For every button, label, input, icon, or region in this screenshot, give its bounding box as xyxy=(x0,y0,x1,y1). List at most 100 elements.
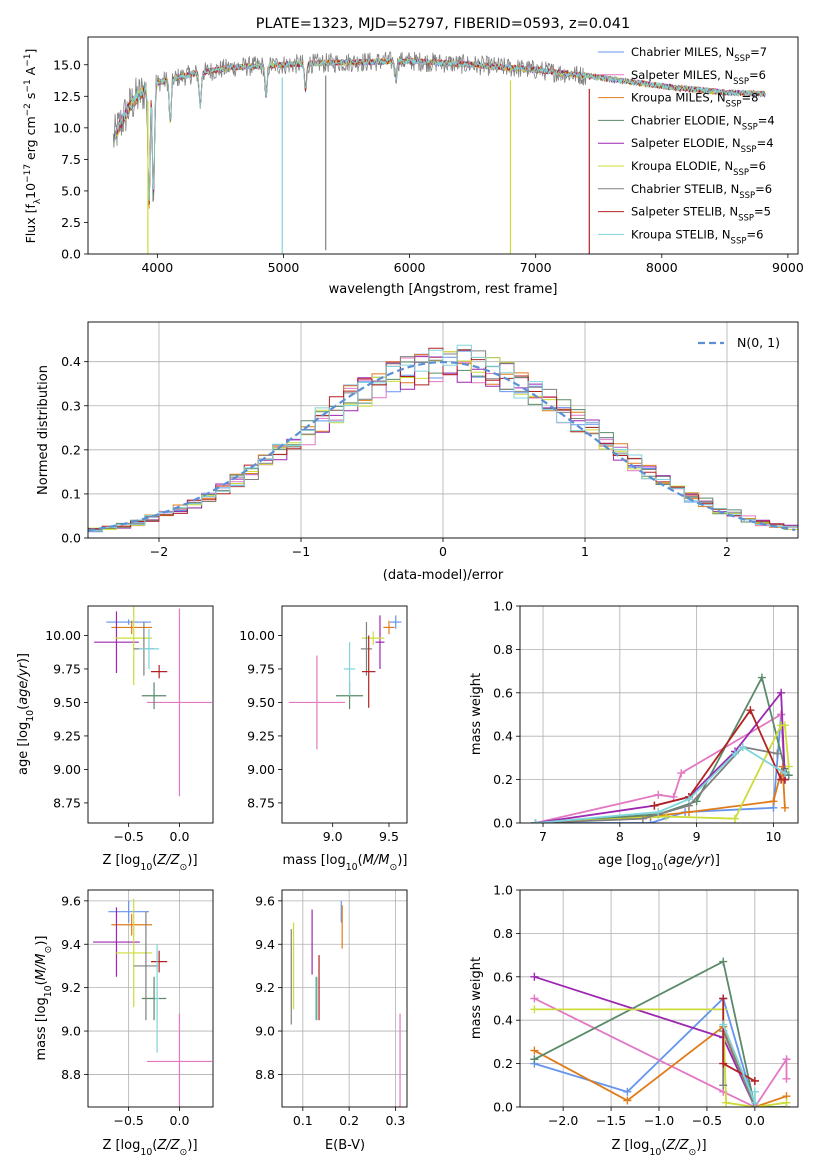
y-tick-label: 5.0 xyxy=(61,183,81,198)
x-tick-label: 8 xyxy=(616,829,624,844)
x-axis-label: Z [log10(Z/Z⊙)] xyxy=(611,1138,706,1158)
x-tick-label: 0.3 xyxy=(385,1113,405,1128)
weight-line-1 xyxy=(535,712,786,823)
weight-marker xyxy=(719,1020,728,1029)
x-tick-label: 0.2 xyxy=(339,1113,359,1128)
y-tick-label: 0.2 xyxy=(493,1056,513,1071)
weight-marker xyxy=(746,706,755,715)
weight-marker xyxy=(530,994,539,1003)
plot-area-6 xyxy=(282,890,407,1107)
errorbar-point-1 xyxy=(146,608,212,797)
weight-marker xyxy=(677,769,686,778)
weight-marker xyxy=(654,790,663,799)
x-tick-label: 9.0 xyxy=(323,829,343,844)
legend-label: Kroupa STELIB, NSSP=6 xyxy=(631,227,763,246)
chart-0: 4000 5000 6000 7000 8000 9000 0.0 2.5 5.0 7.5 10.0… xyxy=(53,36,804,275)
x-tick-label: 10 xyxy=(765,829,781,844)
weight-line-3 xyxy=(533,960,787,1107)
y-tick-label: 15.0 xyxy=(53,57,81,72)
axes-frame xyxy=(281,889,408,1108)
errorbar-point-6 xyxy=(133,911,159,1021)
axes-frame xyxy=(281,605,408,824)
weight-marker xyxy=(782,1055,791,1064)
weight-marker xyxy=(530,1046,539,1055)
weight-line-4 xyxy=(535,690,786,823)
legend-label: Salpeter ELODIE, NSSP=4 xyxy=(631,136,774,155)
weight-marker xyxy=(638,814,647,823)
x-axis-label: Z [log10(Z/Z⊙)] xyxy=(102,853,197,873)
y-axis-label: age [log10(age/yr)] xyxy=(16,653,36,775)
weight-marker xyxy=(654,808,663,817)
errorbar-point-0 xyxy=(108,900,149,923)
y-tick-label: 2.5 xyxy=(61,215,81,230)
errorbar-point-7 xyxy=(361,635,376,708)
weight-line-1 xyxy=(534,997,788,1107)
x-tick-label: −1.0 xyxy=(644,1113,674,1128)
chart-6: 0.1 0.2 0.3 8.8 9.0 9.2 9.4 9.6 xyxy=(255,889,408,1128)
weight-marker xyxy=(750,1098,759,1107)
y-tick-label: 0.6 xyxy=(493,969,513,984)
weight-marker xyxy=(719,1059,728,1068)
axes-frame xyxy=(87,36,799,255)
errorbar-point-4 xyxy=(94,611,139,673)
plot-area-0 xyxy=(112,51,766,254)
y-axis-label: mass [log10(M/M⊙)] xyxy=(34,936,54,1061)
x-tick-label: 9.5 xyxy=(379,829,399,844)
errorbar-point-5 xyxy=(115,606,153,686)
chart-1: −2 −1 0 1 2 0.0 0.1 0.2 0.3 0.4 xyxy=(61,321,799,559)
errorbar-point-7 xyxy=(151,950,168,973)
legend-label-normal: N(0, 1) xyxy=(737,335,780,350)
x-tick-label: 2 xyxy=(723,544,731,559)
x-tick-label: 0.1 xyxy=(293,1113,313,1128)
y-tick-label: 8.8 xyxy=(255,1067,275,1082)
weight-line-3 xyxy=(535,675,790,823)
weight-marker xyxy=(530,972,539,981)
chart-4: 7 8 9 10 0.0 0.2 0.4 0.6 0.8 1.0 xyxy=(493,599,799,844)
y-tick-label: 8.75 xyxy=(53,795,81,810)
normal-curve xyxy=(88,360,796,532)
weight-marker xyxy=(782,1074,791,1083)
weight-marker xyxy=(530,1005,539,1014)
chart-title: PLATE=1323, MJD=52797, FIBERID=0593, z=0… xyxy=(256,16,630,32)
x-axis-label: age [log10(age/yr)] xyxy=(598,853,720,873)
errorbar-point-1 xyxy=(146,1013,212,1107)
errorbar-point-8 xyxy=(138,628,160,669)
y-tick-label: 9.2 xyxy=(61,980,81,995)
weight-marker xyxy=(623,1087,632,1096)
plot-area-3 xyxy=(288,615,402,750)
axes-frame xyxy=(519,889,799,1108)
x-tick-label: −0.5 xyxy=(692,1113,722,1128)
weight-marker xyxy=(780,721,789,730)
y-tick-label: 9.4 xyxy=(255,937,275,952)
y-axis-label: mass weight xyxy=(469,957,484,1039)
y-tick-label: 9.2 xyxy=(255,980,275,995)
x-tick-label: 5000 xyxy=(268,260,300,275)
x-tick-label: −2 xyxy=(150,544,168,559)
y-tick-label: 9.75 xyxy=(53,661,81,676)
plot-area-1 xyxy=(88,322,798,538)
errorbar-point-8 xyxy=(343,642,356,696)
x-tick-label: 6000 xyxy=(394,260,426,275)
y-tick-label: 0.0 xyxy=(493,1100,513,1115)
x-axis-label: E(B-V) xyxy=(325,1138,365,1153)
plot-area-2 xyxy=(94,606,212,797)
weight-marker xyxy=(661,812,670,821)
axes-frame xyxy=(519,605,799,824)
weight-marker xyxy=(719,994,728,1003)
y-tick-label: 1.0 xyxy=(493,883,513,898)
x-tick-label: 9000 xyxy=(772,260,804,275)
errorbar-point-2 xyxy=(111,913,153,936)
errorbar-point-3 xyxy=(141,682,167,710)
weight-marker xyxy=(777,688,786,697)
errorbar-point-8 xyxy=(155,944,160,1053)
x-tick-label: −1 xyxy=(292,544,310,559)
weight-line-0 xyxy=(535,714,786,823)
x-axis-label: Z [log10(Z/Z⊙)] xyxy=(102,1138,197,1158)
x-axis-label: wavelength [Angstrom, rest frame] xyxy=(329,282,558,297)
y-tick-label: 9.6 xyxy=(255,893,275,908)
weight-marker xyxy=(773,749,782,758)
weight-marker xyxy=(731,814,740,823)
y-tick-label: 9.50 xyxy=(53,695,81,710)
y-tick-label: 9.25 xyxy=(247,728,275,743)
weight-marker xyxy=(731,749,740,758)
